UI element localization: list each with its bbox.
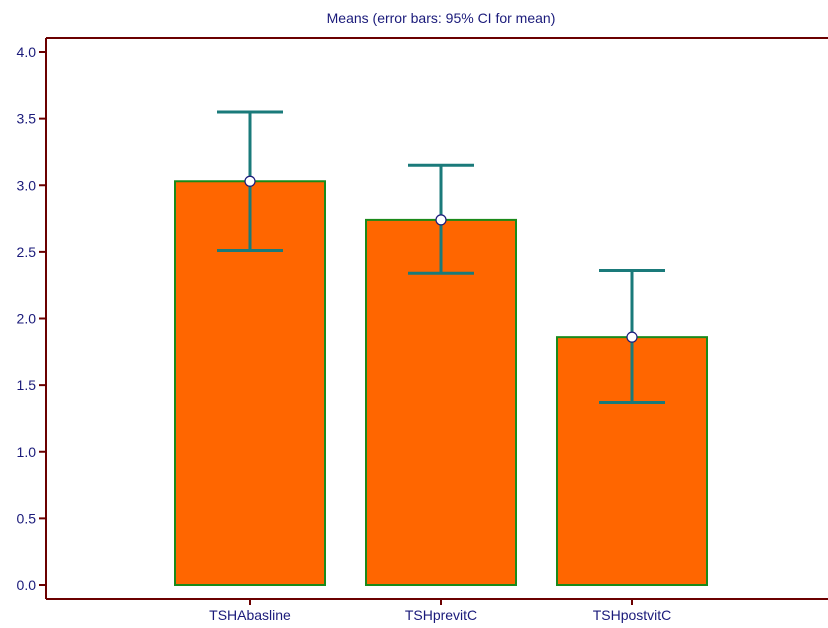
- y-tick-label: 2.5: [17, 244, 37, 260]
- chart-title: Means (error bars: 95% CI for mean): [327, 10, 556, 26]
- x-category-label: TSHpostvitC: [593, 607, 672, 623]
- y-tick-label: 1.5: [17, 377, 37, 393]
- y-tick-label: 3.0: [17, 177, 37, 193]
- y-tick-label: 1.0: [17, 444, 37, 460]
- x-category-label: TSHprevitC: [405, 607, 477, 623]
- bar: [365, 218, 517, 587]
- y-tick-label: 0.0: [17, 577, 37, 593]
- y-tick-label: 3.5: [17, 111, 37, 127]
- mean-marker: [244, 175, 256, 187]
- mean-marker: [435, 214, 447, 226]
- mean-marker: [626, 331, 638, 343]
- plot-area: 0.0 0.5 1.0 1.5 2.0 2.5 3.0 3.5 4.0 TSHAbasline TS…: [17, 37, 828, 623]
- y-tick-label: 0.5: [17, 510, 37, 526]
- x-category-label: TSHAbasline: [209, 607, 291, 623]
- y-tick-label: 2.0: [17, 311, 37, 327]
- y-tick-label: 4.0: [17, 44, 37, 60]
